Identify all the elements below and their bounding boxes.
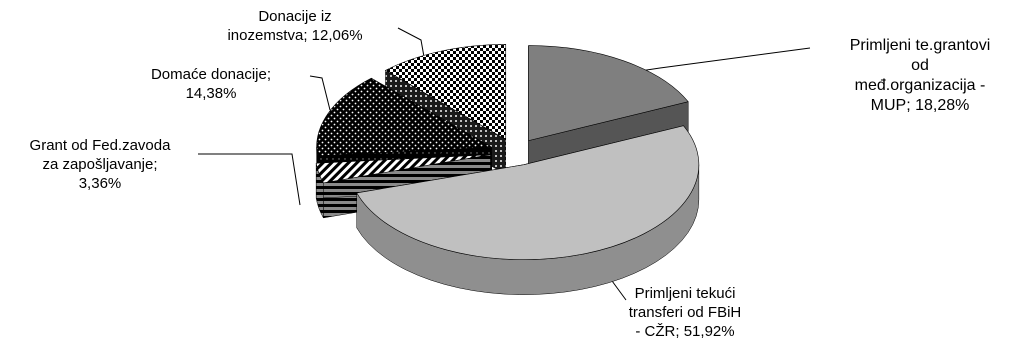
slice-label-domestic: Domaće donacije; 14,38% [106, 66, 316, 104]
slice-label-foreign: Donacije iz inozemstva; 12,06% [190, 8, 400, 46]
slice-label-line: Donacije iz [258, 8, 332, 25]
slice-label-line: inozemstva; 12,06% [227, 26, 363, 44]
leader-line [619, 47, 811, 75]
slice-label-line: za zapošljavanje; [42, 155, 158, 173]
pie-slice-top [315, 154, 491, 184]
pie-slice-top [528, 45, 689, 141]
slice-label-line: transferi od FBiH [628, 303, 742, 321]
slice-label-line: - CŽR; 51,92% [635, 322, 735, 340]
slice-label-grant: Grant od Fed.zavoda za zapošljavanje; 3,… [0, 137, 200, 193]
pie-slice [356, 125, 700, 295]
pie-slices [315, 44, 700, 295]
slice-label-line: 14,38% [185, 84, 237, 102]
slice-label-line: MUP; 18,28% [870, 97, 970, 114]
pie-slice-top [356, 125, 700, 260]
leader-line [198, 153, 301, 206]
slice-label-fbih: Primljeni tekući transferi od FBiH - CŽR… [600, 285, 770, 341]
slice-label-line: od [911, 57, 929, 74]
slice-label-line: Domaće donacije; [150, 66, 272, 83]
slice-label-line: 3,36% [78, 174, 122, 192]
pie-slice-top [384, 44, 507, 140]
pie-slice-top [316, 77, 493, 157]
slice-label-mup: Primljeni te.grantovi od međ.organizacij… [810, 36, 1019, 116]
slice-label-line: međ.organizacija - [854, 77, 986, 94]
slice-label-line: Grant od Fed.zavoda [29, 137, 171, 154]
leader-line [309, 75, 331, 111]
slice-label-line: Primljeni te.grantovi [849, 37, 991, 54]
slice-label-line: Primljeni tekući [634, 285, 736, 302]
